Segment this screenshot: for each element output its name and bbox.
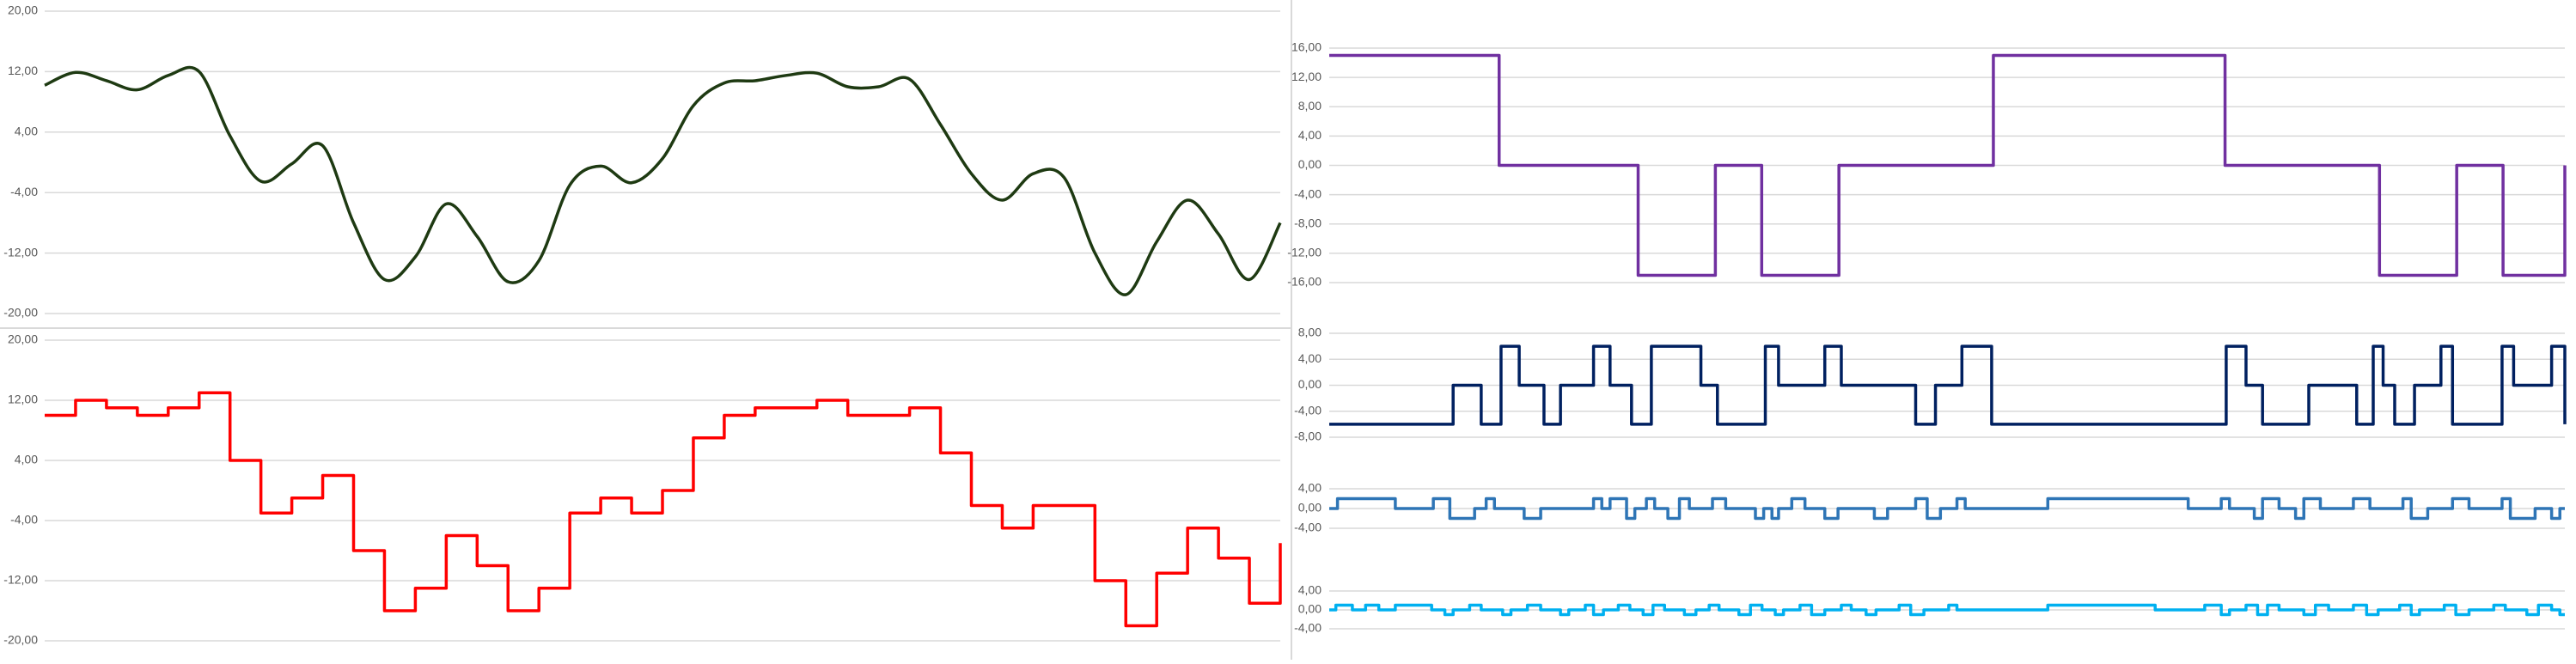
y-tick-label: 4,00	[1298, 351, 1322, 365]
y-tick-label: -12,00	[3, 245, 38, 259]
y-tick-label: 0,00	[1298, 602, 1322, 616]
y-tick-label: 4,00	[15, 125, 38, 138]
data-line	[1329, 603, 2565, 617]
data-line	[1329, 344, 2567, 426]
y-tick-label: 4,00	[1298, 128, 1322, 142]
y-tick-label: -4,00	[10, 185, 38, 198]
y-tick-label: 20,00	[8, 3, 38, 17]
y-tick-label: 4,00	[1298, 583, 1322, 597]
y-tick-label: -8,00	[1294, 216, 1322, 229]
y-tick-label: -12,00	[1287, 246, 1322, 259]
data-line	[1329, 53, 2567, 277]
y-tick-label: -4,00	[1294, 186, 1322, 200]
y-tick-label: 0,00	[1298, 377, 1322, 391]
y-tick-label: -4,00	[1294, 621, 1322, 635]
data-line	[44, 65, 1282, 296]
y-tick-label: -4,00	[10, 513, 38, 527]
y-tick-label: 12,00	[1291, 70, 1322, 83]
y-tick-label: 0,00	[1298, 157, 1322, 171]
y-tick-label: -20,00	[3, 633, 38, 647]
y-tick-label: 12,00	[8, 64, 38, 77]
y-tick-label: 0,00	[1298, 501, 1322, 515]
data-line	[45, 391, 1282, 628]
y-tick-label: 12,00	[8, 393, 38, 406]
data-line	[1329, 496, 2565, 521]
y-tick-label: -4,00	[1294, 403, 1322, 417]
y-tick-label: 8,00	[1298, 99, 1322, 113]
y-tick-label: -16,00	[1287, 275, 1322, 289]
y-tick-label: -20,00	[3, 306, 38, 320]
y-tick-label: -12,00	[3, 573, 38, 587]
y-tick-label: 4,00	[1298, 481, 1322, 495]
y-tick-label: 4,00	[15, 453, 38, 466]
y-tick-label: -8,00	[1294, 429, 1322, 443]
y-tick-label: 8,00	[1298, 326, 1322, 339]
y-tick-label: 16,00	[1291, 40, 1322, 54]
y-tick-label: -4,00	[1294, 521, 1322, 534]
y-tick-label: 20,00	[8, 332, 38, 346]
